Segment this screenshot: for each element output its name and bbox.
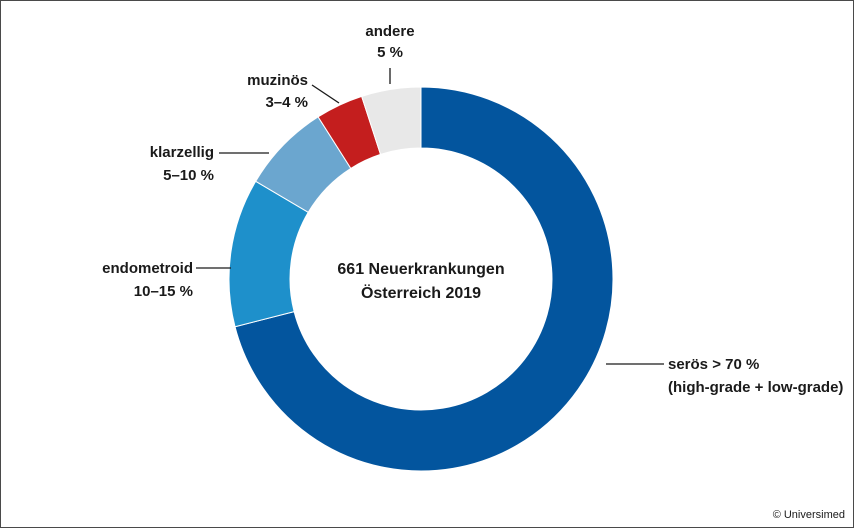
slice-label-0-line-0: serös > 70 % [668,356,759,373]
donut-slice-0 [234,86,614,472]
slice-label-4-line-1: 5 % [377,44,403,61]
slice-label-4-line-0: andere [365,23,414,40]
slice-label-1-line-1: 10–15 % [134,283,193,300]
center-label-line-1: 661 Neuerkrankungen [337,261,504,278]
leader-lines [196,68,664,365]
leader-line-3 [311,84,340,104]
slice-labels: serös > 70 % (high-grade + low-grade) endo… [102,23,843,396]
slice-label-0-line-1: (high-grade + low-grade) [668,379,843,396]
slice-label-3-line-0: muzinös [247,72,308,89]
center-label-line-2: Österreich 2019 [361,283,481,302]
slice-label-2-line-1: 5–10 % [163,167,214,184]
donut-slice-4 [361,86,422,156]
slice-label-1-line-0: endometroid [102,260,193,277]
copyright-credit: © Universimed [772,509,845,521]
slices-layer [228,86,614,472]
slice-label-3-line-1: 3–4 % [265,94,308,111]
slice-label-2-line-0: klarzellig [150,144,214,161]
